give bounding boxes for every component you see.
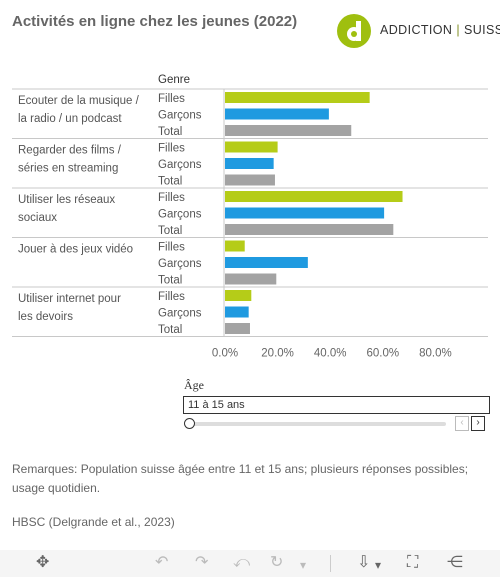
genre-column-header: Genre [158,74,190,86]
group-label: Utiliser les réseaux [18,194,115,206]
genre-label: Total [158,225,182,237]
group-label: séries en streaming [18,163,118,175]
logo-text-right: SUISSE [464,23,500,37]
genre-label: Garçons [158,159,202,171]
group-label: Ecouter de la musique / [18,95,140,107]
logo-mark-icon [337,14,371,48]
bar-garçons [225,108,329,120]
x-tick-label: 0.0% [212,348,238,360]
bar-garçons [225,158,274,169]
genre-label: Filles [158,192,185,204]
group-label: les devoirs [18,311,73,323]
genre-label: Total [158,126,182,138]
genre-label: Total [158,176,182,188]
age-slider-thumb[interactable] [184,418,195,429]
toolbar-divider [330,555,331,572]
group-label: Utiliser internet pour [18,293,121,305]
x-tick-label: 20.0% [261,348,294,360]
refresh-dropdown-icon[interactable]: ▾ [300,558,307,572]
genre-label: Filles [158,143,185,155]
fullscreen-icon[interactable]: ⛶ [407,554,419,571]
move-icon[interactable]: ✥ [36,554,50,571]
logo-text-left: ADDICTION [380,23,453,37]
undo-icon[interactable]: ↶ [155,554,169,571]
group-label: sociaux [18,212,57,224]
genre-label: Garçons [158,110,202,122]
addiction-suisse-logo: ADDICTION|SUISSE [337,12,500,50]
refresh-icon[interactable]: ↻ [270,554,284,571]
redo-icon[interactable]: ↷ [195,554,209,571]
page-title: Activités en ligne chez les jeunes (2022… [12,13,298,30]
download-dropdown-icon[interactable]: ▾ [375,558,382,572]
age-filter-value[interactable]: 11 à 15 ans [183,396,490,414]
group-label: Jouer à des jeux vidéo [18,244,133,256]
toolbar: ✥ ↶ ↷ ⤺ ↻ ▾ ⇩ ▾ ⛶ ⋲ [0,550,500,577]
age-next-button[interactable]: › [471,416,485,431]
logo-wordmark: ADDICTION|SUISSE [380,23,500,37]
x-tick-label: 40.0% [314,348,347,360]
genre-label: Total [158,275,182,287]
source-note: HBSC (Delgrande et al., 2023) [12,515,175,529]
age-filter-label: Âge [184,378,204,392]
bar-garçons [225,257,308,268]
bar-total [225,224,394,235]
logo-separator: | [456,23,461,37]
genre-label: Garçons [158,258,202,270]
genre-label: Filles [158,242,185,254]
group-label: la radio / un podcast [18,113,122,125]
bar-total [225,323,250,334]
genre-label: Total [158,324,182,336]
genre-label: Garçons [158,209,202,221]
download-icon[interactable]: ⇩ [357,554,371,571]
bar-garçons [225,207,385,219]
bar-filles [225,240,245,252]
bar-total [225,125,352,136]
x-tick-label: 80.0% [419,348,452,360]
age-prev-button[interactable]: ‹ [455,416,469,431]
bar-filles [225,191,403,202]
bar-total [225,273,277,285]
genre-label: Filles [158,291,185,303]
genre-label: Garçons [158,308,202,320]
remark-note: Remarques: Population suisse âgée entre … [12,462,469,495]
revert-icon[interactable]: ⤺ [233,554,251,571]
bar-filles [225,290,252,301]
bar-chart: Genre Ecouter de la musique / la radio / u… [12,74,488,360]
bar-garçons [225,306,249,318]
genre-label: Filles [158,93,185,105]
share-icon[interactable]: ⋲ [447,554,463,571]
x-tick-label: 60.0% [366,348,399,360]
bar-filles [225,141,278,153]
age-slider-track[interactable] [189,422,446,426]
bar-filles [225,92,370,103]
bar-total [225,174,275,186]
group-label: Regarder des films / [18,145,122,157]
